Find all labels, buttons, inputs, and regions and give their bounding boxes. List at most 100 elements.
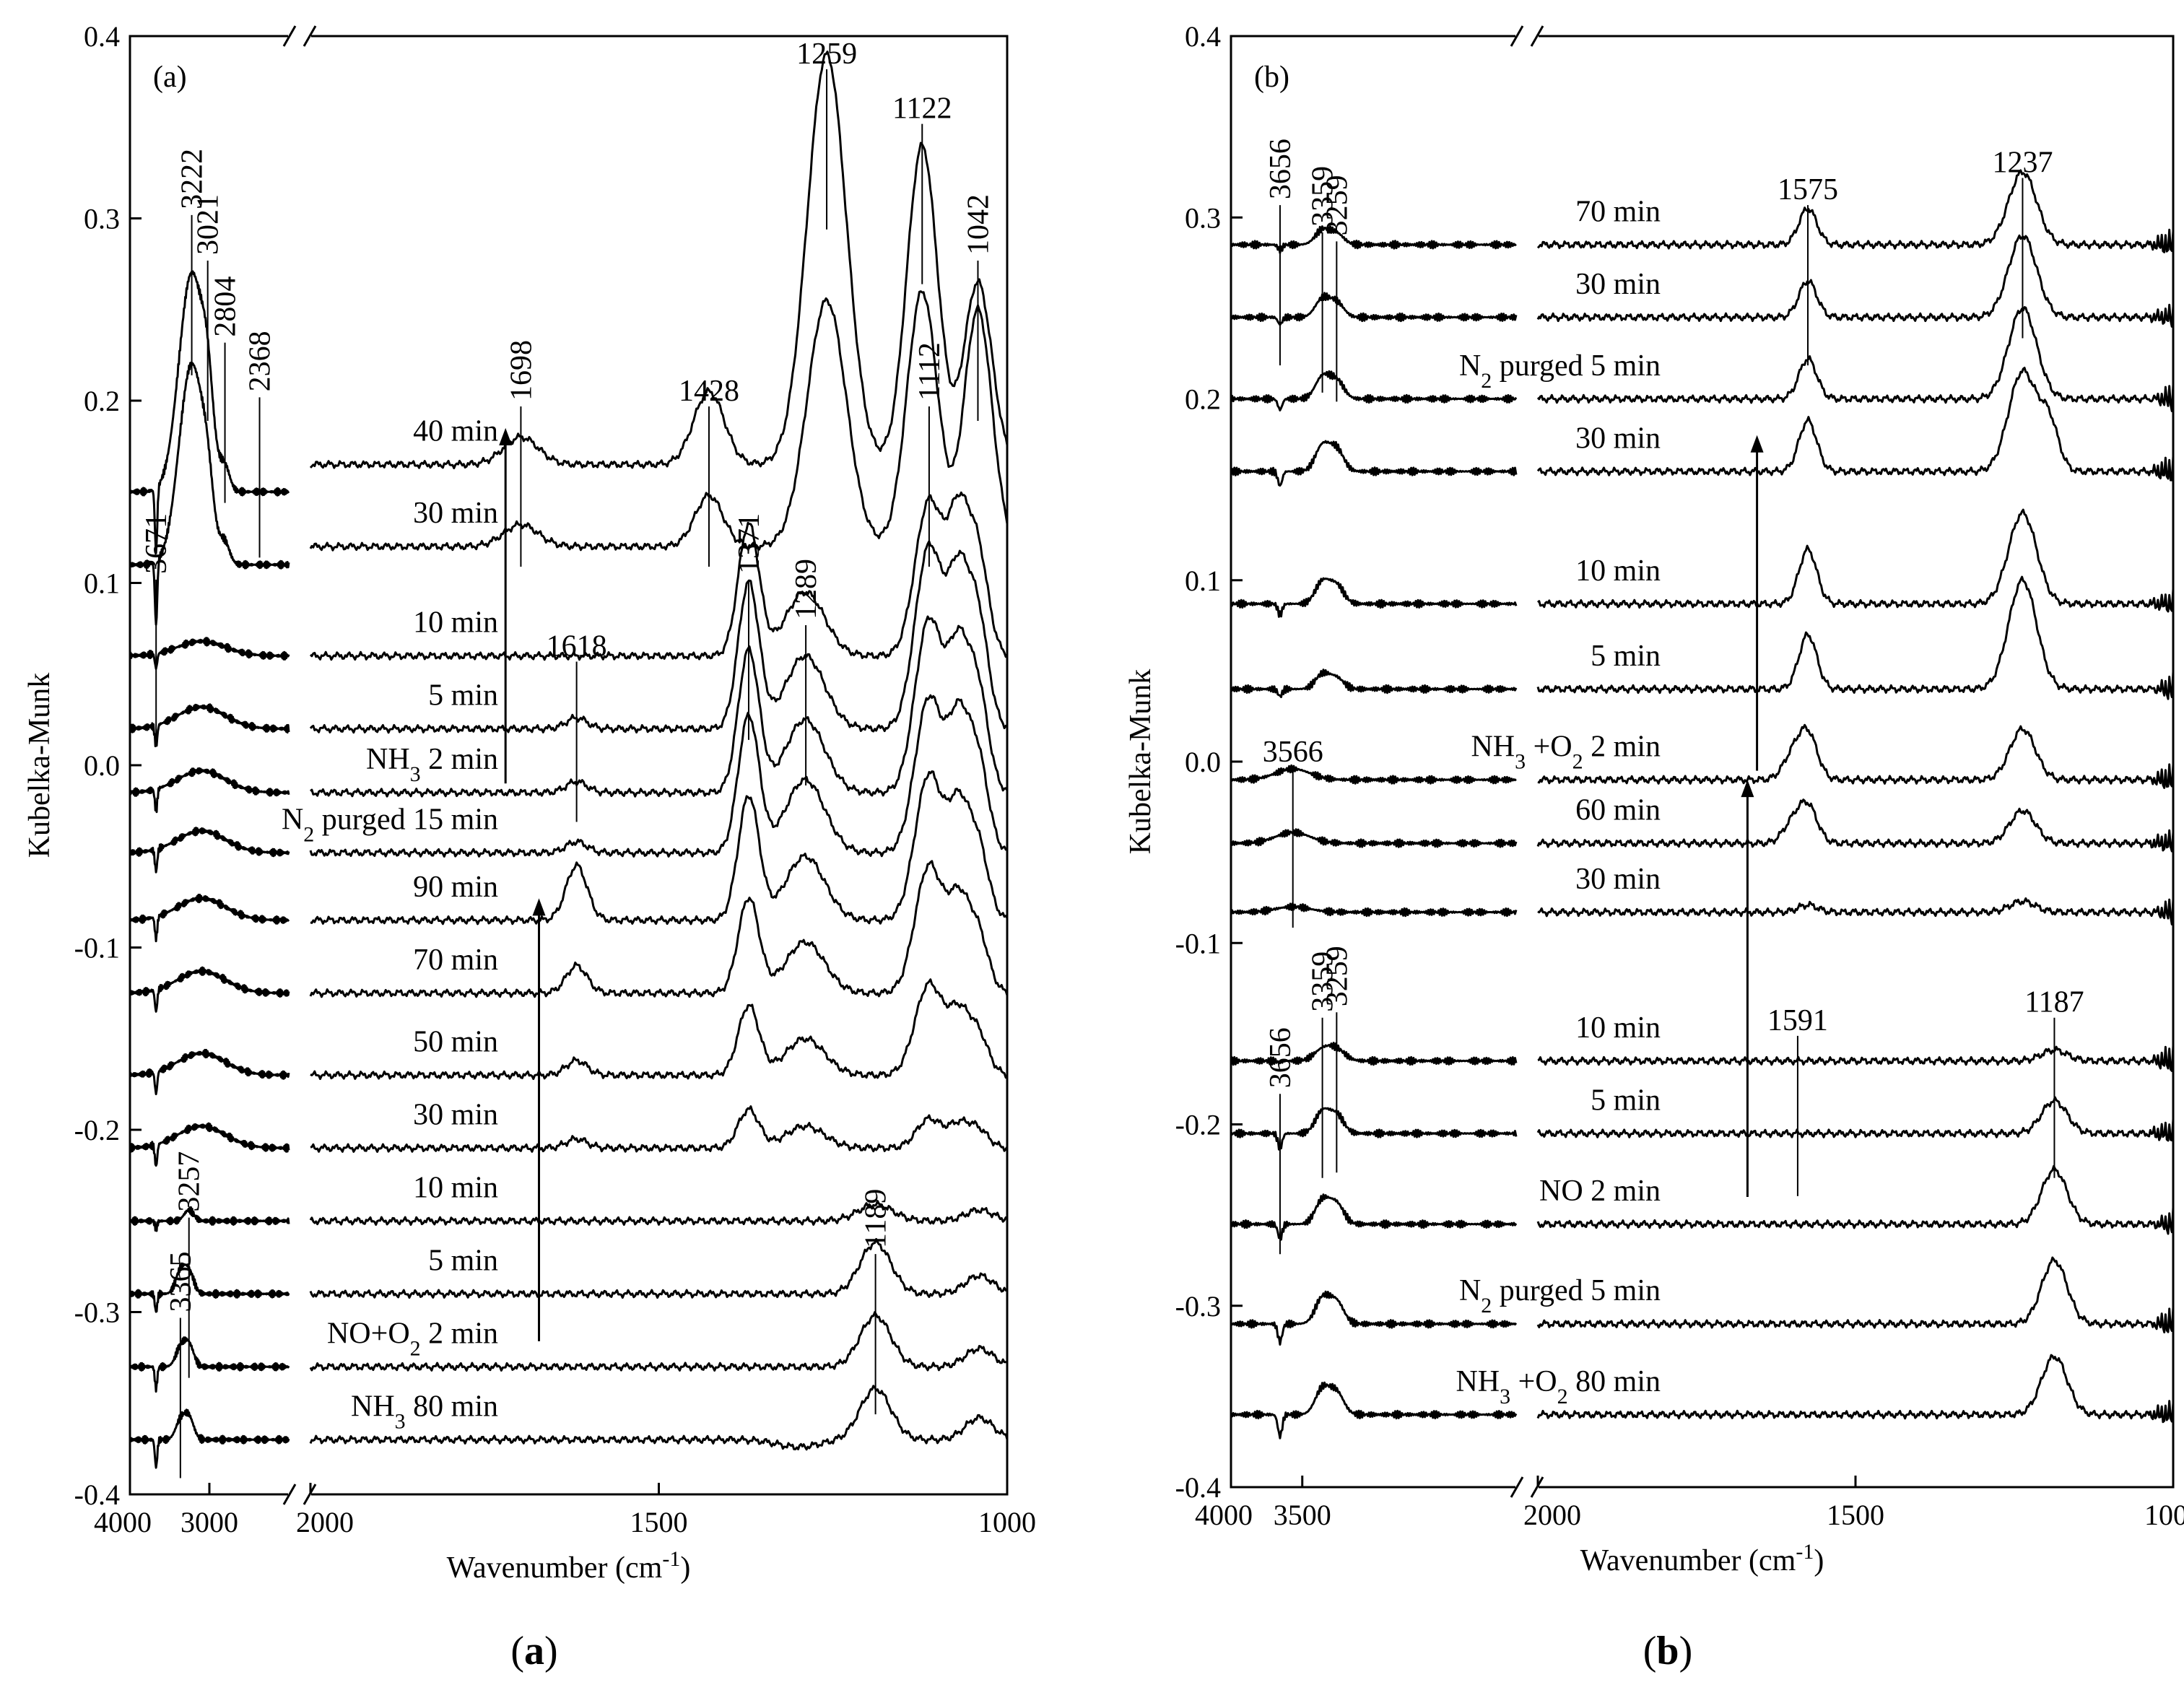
x-axis-label: Wavenumber (cm-1) — [1580, 1540, 1824, 1578]
axis-break-mark — [1510, 25, 1524, 47]
series-line-high — [1230, 828, 1518, 848]
series-label: NH3 +O2 80 min — [1456, 1365, 1661, 1408]
axis-break-gap — [1515, 1478, 1539, 1496]
peak-label: 1042 — [962, 194, 995, 255]
series-label-sub: 2 — [303, 822, 314, 846]
peak-label: 3259 — [1321, 946, 1354, 1006]
series-label-rest: 2 min — [421, 1317, 498, 1350]
series-line-high — [1230, 668, 1518, 699]
series-label: 10 min — [1575, 1011, 1661, 1045]
series-line-low — [1536, 1096, 2175, 1142]
x-tick-label: 3000 — [180, 1506, 238, 1538]
series-line-high — [129, 1048, 290, 1096]
series-line-low — [1536, 1354, 2175, 1424]
peak-label: 2368 — [244, 331, 277, 391]
x-tick-label: 1000 — [978, 1506, 1036, 1538]
y-tick-label: 0.4 — [1185, 20, 1221, 53]
peak-label: 1371 — [733, 513, 766, 574]
series-label-main: 5 min — [1591, 1084, 1661, 1117]
x-tick-label: 4000 — [94, 1506, 152, 1538]
series-label: 70 min — [413, 944, 498, 977]
series-line-low — [1536, 367, 2175, 482]
series-line-low — [309, 51, 1009, 469]
series-label: NH3 80 min — [351, 1390, 498, 1433]
peak-label: 2804 — [209, 276, 243, 337]
peak-label: 3656 — [1264, 1027, 1297, 1088]
series-label: 5 min — [1591, 640, 1661, 673]
series-label-sub: 2 — [1572, 749, 1583, 773]
peak-label: 3222 — [176, 149, 209, 209]
series-line-high — [129, 827, 290, 874]
series-label: 5 min — [428, 1244, 498, 1277]
peak-label: 1618 — [547, 630, 607, 663]
series-line-low — [309, 290, 1009, 552]
series-line-high — [129, 637, 290, 670]
series-line-low — [310, 770, 1009, 925]
series-line-low — [1536, 1164, 2175, 1235]
series-label: N2 purged 5 min — [1459, 1274, 1661, 1317]
peak-label: 3365 — [165, 1252, 198, 1312]
x-axis-label-end: ) — [680, 1551, 690, 1585]
series-line-low — [1537, 508, 2175, 613]
series-label-main: 5 min — [428, 1244, 498, 1277]
peak-label: 1189 — [860, 1189, 893, 1248]
series-line-high — [129, 966, 290, 1013]
series-label: 90 min — [413, 871, 498, 904]
series-line-high — [129, 1122, 290, 1167]
peak-label: 3656 — [1264, 139, 1297, 199]
caption-b: (b) — [1643, 1629, 1692, 1673]
series-line-high — [1230, 1042, 1518, 1066]
series-label-main: NH — [1456, 1365, 1500, 1398]
series-label: N2 purged 5 min — [1459, 349, 1661, 393]
series-label-sub: 3 — [410, 762, 421, 786]
axis-break-mark — [303, 25, 317, 47]
y-tick-label: -0.4 — [74, 1478, 120, 1511]
axis-break-gap — [1515, 27, 1539, 45]
series-line-high — [129, 767, 290, 814]
series-line-high — [1230, 1193, 1518, 1241]
axis-break-mark — [282, 1484, 297, 1505]
x-tick-label: 1500 — [1827, 1499, 1884, 1531]
series-line-low — [309, 1237, 1008, 1299]
series-label-sub: 3 — [395, 1409, 406, 1433]
series-label: NO+O2 2 min — [327, 1317, 498, 1360]
axis-break-mark — [1530, 25, 1544, 47]
series-label: N2 purged 15 min — [282, 803, 498, 846]
series-line-low — [310, 1105, 1009, 1153]
arrow-head — [1750, 435, 1764, 453]
y-tick-label: 0.0 — [1185, 746, 1221, 778]
series-label-main: N — [1459, 349, 1481, 383]
series-label-main: NO 2 min — [1539, 1175, 1661, 1208]
peak-label: 1122 — [892, 92, 952, 126]
series-line-low — [309, 1385, 1009, 1451]
x-axis-label-main: Wavenumber (cm — [1580, 1544, 1796, 1577]
y-tick-label: 0.2 — [1185, 383, 1221, 416]
y-tick-label: -0.3 — [1175, 1290, 1221, 1323]
series-line-low — [309, 694, 1009, 858]
caption-a-letter: a — [524, 1629, 544, 1673]
series-line-high — [129, 1336, 290, 1393]
peak-label: 1428 — [679, 375, 739, 408]
series-line-low — [310, 978, 1009, 1080]
series-label-main: 50 min — [413, 1025, 498, 1058]
series-label: 70 min — [1575, 195, 1661, 228]
arrow-head — [499, 427, 513, 445]
series-line-high — [1230, 764, 1517, 785]
y-tick-label: -0.2 — [74, 1114, 120, 1146]
series-label: NO 2 min — [1539, 1175, 1661, 1208]
series-label-rest: 80 min — [406, 1390, 498, 1423]
series-label-main: NO+O — [327, 1317, 410, 1350]
series-label-main: NH — [351, 1390, 395, 1423]
series-label: NH3 +O2 2 min — [1471, 730, 1661, 773]
series-label-rest: purged 5 min — [1492, 1274, 1661, 1307]
series-line-low — [1536, 798, 2175, 853]
series-label-rest: +O — [1510, 1365, 1557, 1398]
series-line-high — [129, 1262, 290, 1313]
series-line-low — [1537, 723, 2175, 789]
series-label-sub: 3 — [1500, 1384, 1510, 1408]
series-label-rest: 80 min — [1568, 1365, 1661, 1398]
panel-inner-label: (b) — [1254, 61, 1289, 94]
series-label-main: 70 min — [413, 944, 498, 977]
y-tick-label: 0.2 — [84, 385, 120, 417]
